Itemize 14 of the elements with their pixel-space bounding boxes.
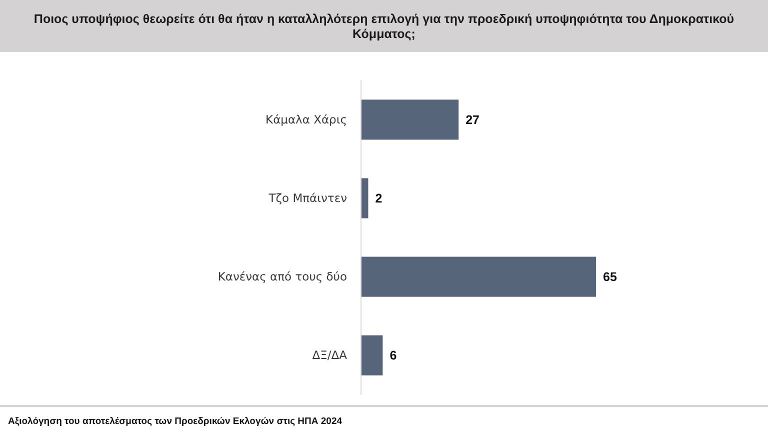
data-label: 2 [375, 192, 382, 206]
y-tick-label: Κάμαλα Χάρις [266, 112, 347, 126]
y-tick-label: Τζο Μπάιντεν [268, 190, 347, 205]
chart-title: Ποιος υποψήφιος θεωρείτε ότι θα ήταν η καταλληλότερη επιλογή για την προεδρική υποψηφιότητα του Δημοκρατικού Κόμματος; [34, 12, 734, 41]
text: Αξιολόγηση του αποτελέσματος των Προεδρικών Εκλογών στις ΗΠΑ 2024 [8, 416, 343, 427]
y-tick-label: ΔΞ/ΔΑ [312, 348, 348, 362]
bar [361, 256, 596, 297]
y-tick-label: Κανένας από τους δύο [218, 269, 347, 284]
bar [361, 178, 368, 218]
data-label: 6 [390, 348, 397, 363]
data-label: 65 [603, 270, 617, 284]
bar [361, 100, 459, 140]
data-label: 27 [466, 113, 480, 128]
bar [361, 335, 383, 376]
